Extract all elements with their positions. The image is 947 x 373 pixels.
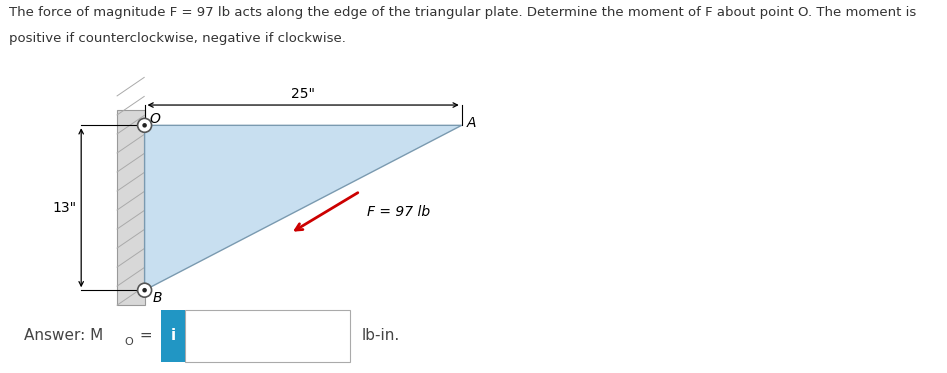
Text: i: i: [170, 328, 175, 343]
Text: F = 97 lb: F = 97 lb: [366, 204, 430, 219]
Polygon shape: [145, 125, 461, 290]
Text: A: A: [467, 116, 476, 130]
Text: The force of magnitude F = 97 lb acts along the edge of the triangular plate. De: The force of magnitude F = 97 lb acts al…: [9, 6, 917, 19]
Circle shape: [142, 123, 147, 128]
Text: 13": 13": [52, 201, 76, 215]
Text: O: O: [124, 338, 133, 347]
Text: 25": 25": [291, 87, 315, 101]
Text: Answer: M: Answer: M: [24, 328, 103, 343]
Text: B: B: [152, 291, 162, 305]
Circle shape: [137, 283, 152, 297]
Text: O: O: [150, 112, 161, 126]
Text: lb-in.: lb-in.: [362, 328, 400, 343]
Polygon shape: [116, 110, 145, 305]
Text: =: =: [135, 328, 158, 343]
Circle shape: [137, 118, 152, 132]
Circle shape: [142, 288, 147, 292]
Text: positive if counterclockwise, negative if clockwise.: positive if counterclockwise, negative i…: [9, 32, 347, 45]
